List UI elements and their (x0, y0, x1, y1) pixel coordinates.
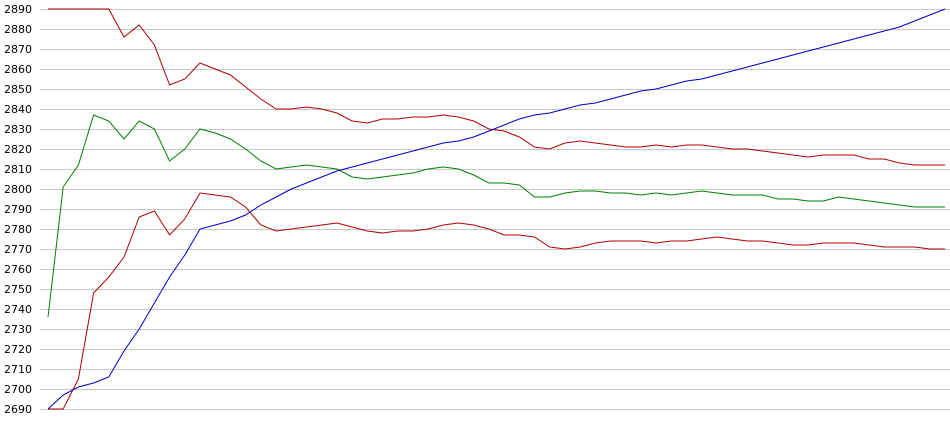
y-tick-label: 2830 (4, 123, 32, 136)
y-tick-label: 2820 (4, 143, 32, 156)
y-tick-label: 2700 (4, 383, 32, 396)
y-tick-label: 2870 (4, 43, 32, 56)
y-tick-label: 2790 (4, 203, 32, 216)
y-tick-label: 2740 (4, 303, 32, 316)
y-tick-label: 2890 (4, 3, 32, 16)
series-line (48, 192, 945, 410)
y-tick-label: 2800 (4, 183, 32, 196)
y-tick-label: 2710 (4, 363, 32, 376)
y-tick-label: 2690 (4, 403, 32, 416)
y-tick-label: 2750 (4, 283, 32, 296)
y-tick-label: 2780 (4, 223, 32, 236)
y-tick-label: 2880 (4, 23, 32, 36)
series-line (48, 8, 945, 166)
y-tick-label: 2860 (4, 63, 32, 76)
y-tick-label: 2850 (4, 83, 32, 96)
y-tick-label: 2760 (4, 263, 32, 276)
y-tick-label: 2730 (4, 323, 32, 336)
y-tick-label: 2770 (4, 243, 32, 256)
y-tick-label: 2720 (4, 343, 32, 356)
series-line (47, 8, 946, 410)
series-line (47, 114, 945, 318)
y-tick-label: 2840 (4, 103, 32, 116)
y-tick-label: 2810 (4, 163, 32, 176)
